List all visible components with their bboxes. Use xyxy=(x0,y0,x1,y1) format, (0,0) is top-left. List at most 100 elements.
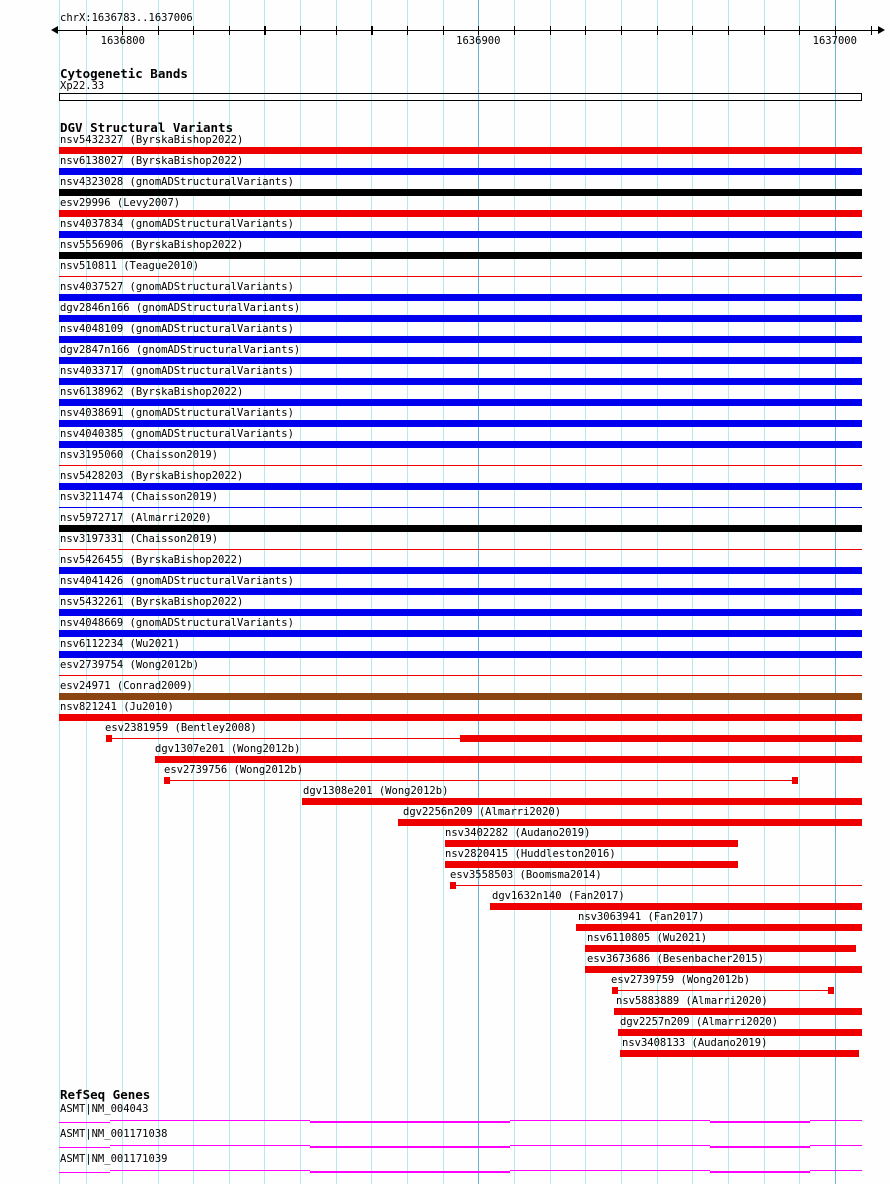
ruler-tick xyxy=(478,25,480,35)
variant-label: nsv3197331 (Chaisson2019) xyxy=(60,533,219,545)
variant-bar[interactable] xyxy=(59,399,862,406)
variant-bar[interactable] xyxy=(585,966,862,973)
variant-bar[interactable] xyxy=(614,1008,862,1015)
ruler-tick xyxy=(157,25,159,35)
variant-label: esv24971 (Conrad2009) xyxy=(60,680,193,692)
gene-transcript-line[interactable] xyxy=(810,1170,862,1172)
gene-transcript-line[interactable] xyxy=(310,1146,510,1148)
variant-bar[interactable] xyxy=(445,840,738,847)
ruler-tick xyxy=(228,25,230,35)
breakpoint-uncertainty-square[interactable] xyxy=(828,987,834,994)
variant-bar[interactable] xyxy=(59,630,862,637)
variant-bar[interactable] xyxy=(59,378,862,385)
variant-bar[interactable] xyxy=(59,714,862,721)
variant-bar-thin[interactable] xyxy=(59,464,862,467)
section-header-refseq-genes: RefSeq Genes xyxy=(60,1087,151,1102)
ruler-axis xyxy=(58,29,878,31)
variant-label: nsv4041426 (gnomADStructuralVariants) xyxy=(60,575,294,587)
gene-transcript-line[interactable] xyxy=(110,1120,310,1122)
variant-bar-thin[interactable] xyxy=(456,884,862,887)
ruler-tick-label: 1636800 xyxy=(100,35,145,47)
variant-bar[interactable] xyxy=(155,756,862,763)
variant-label: nsv4040385 (gnomADStructuralVariants) xyxy=(60,428,294,440)
variant-bar-thin[interactable] xyxy=(59,275,862,278)
gene-transcript-line[interactable] xyxy=(310,1171,510,1173)
variant-bar[interactable] xyxy=(59,252,862,259)
variant-bar[interactable] xyxy=(59,525,862,532)
gene-label: ASMT|NM_001171039 xyxy=(60,1153,168,1165)
variant-label: nsv5432261 (ByrskaBishop2022) xyxy=(60,596,244,608)
variant-bar[interactable] xyxy=(445,861,738,868)
variant-bar[interactable] xyxy=(490,903,862,910)
gene-transcript-line[interactable] xyxy=(710,1171,810,1173)
variant-bar[interactable] xyxy=(59,609,862,616)
variant-bar[interactable] xyxy=(59,483,862,490)
gene-transcript-line[interactable] xyxy=(810,1145,862,1147)
variant-bar-thin[interactable] xyxy=(59,674,862,677)
ruler-tick xyxy=(727,25,730,35)
variant-label: dgv2847n166 (gnomADStructuralVariants) xyxy=(60,344,301,356)
variant-bar-thin[interactable] xyxy=(112,737,460,740)
variant-bar-thin[interactable] xyxy=(59,506,862,509)
variant-bar[interactable] xyxy=(620,1050,859,1057)
variant-bar[interactable] xyxy=(398,819,862,826)
breakpoint-uncertainty-square[interactable] xyxy=(106,735,112,742)
variant-bar[interactable] xyxy=(59,420,862,427)
variant-label: nsv4048669 (gnomADStructuralVariants) xyxy=(60,617,294,629)
ruler-right-arrow-icon xyxy=(878,26,885,35)
gene-transcript-line[interactable] xyxy=(59,1147,110,1149)
breakpoint-uncertainty-square[interactable] xyxy=(792,777,798,784)
variant-label: nsv4033717 (gnomADStructuralVariants) xyxy=(60,365,294,377)
variant-bar[interactable] xyxy=(59,567,862,574)
variant-bar[interactable] xyxy=(618,1029,862,1036)
gene-transcript-line[interactable] xyxy=(310,1121,510,1123)
variant-bar[interactable] xyxy=(59,294,862,301)
gene-transcript-line[interactable] xyxy=(810,1120,862,1122)
gene-transcript-line[interactable] xyxy=(510,1170,710,1172)
gene-transcript-line[interactable] xyxy=(110,1170,310,1172)
gene-transcript-line[interactable] xyxy=(510,1120,710,1122)
region-title: chrX:1636783..1637006 xyxy=(60,12,193,24)
variant-bar[interactable] xyxy=(576,924,862,931)
variant-bar[interactable] xyxy=(59,210,862,217)
variant-bar[interactable] xyxy=(585,945,856,952)
variant-label: esv2381959 (Bentley2008) xyxy=(105,722,257,734)
breakpoint-uncertainty-square[interactable] xyxy=(164,777,170,784)
breakpoint-uncertainty-square[interactable] xyxy=(612,987,618,994)
variant-bar[interactable] xyxy=(460,735,862,742)
ruler-tick xyxy=(371,25,373,35)
variant-bar[interactable] xyxy=(59,315,862,322)
variant-bar-thin[interactable] xyxy=(59,548,862,551)
variant-bar[interactable] xyxy=(59,693,862,700)
variant-bar[interactable] xyxy=(59,441,862,448)
variant-label: nsv2820415 (Huddleston2016) xyxy=(445,848,616,860)
variant-bar[interactable] xyxy=(59,336,862,343)
ruler-left-arrow-icon xyxy=(51,26,58,35)
ruler-tick xyxy=(300,25,302,35)
ruler-tick xyxy=(264,25,266,35)
ruler-tick xyxy=(193,25,195,35)
gene-transcript-line[interactable] xyxy=(59,1122,110,1124)
variant-bar[interactable] xyxy=(59,168,862,175)
variant-bar[interactable] xyxy=(59,357,862,364)
variant-label: nsv3408133 (Audano2019) xyxy=(622,1037,768,1049)
cytoband-xp22-33-box[interactable] xyxy=(59,93,862,101)
variant-bar[interactable] xyxy=(59,189,862,196)
variant-label: esv2739759 (Wong2012b) xyxy=(611,974,751,986)
variant-bar-thin[interactable] xyxy=(618,989,828,992)
gene-transcript-line[interactable] xyxy=(710,1146,810,1148)
gene-transcript-line[interactable] xyxy=(710,1121,810,1123)
variant-bar-thin[interactable] xyxy=(170,779,792,782)
variant-bar[interactable] xyxy=(59,588,862,595)
breakpoint-uncertainty-square[interactable] xyxy=(450,882,456,889)
variant-label: dgv1632n140 (Fan2017) xyxy=(492,890,625,902)
gene-transcript-line[interactable] xyxy=(510,1145,710,1147)
section-header-cytogenetic-bands: Cytogenetic Bands xyxy=(60,66,188,81)
gene-transcript-line[interactable] xyxy=(110,1145,310,1147)
variant-bar[interactable] xyxy=(302,798,862,805)
variant-bar[interactable] xyxy=(59,651,862,658)
gene-transcript-line[interactable] xyxy=(59,1172,110,1174)
variant-label: esv2739756 (Wong2012b) xyxy=(164,764,304,776)
variant-bar[interactable] xyxy=(59,147,862,154)
variant-bar[interactable] xyxy=(59,231,862,238)
